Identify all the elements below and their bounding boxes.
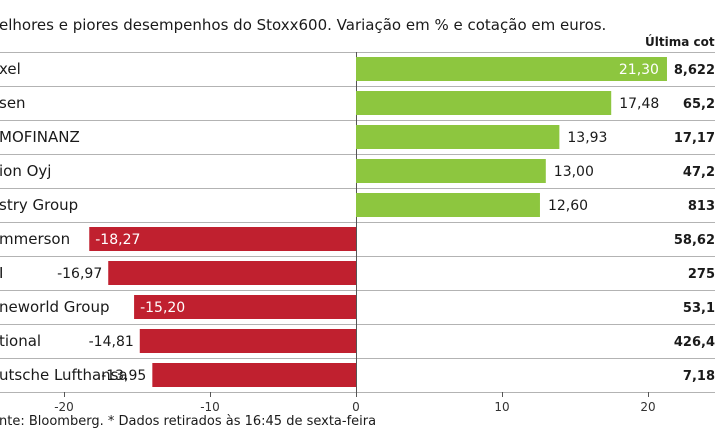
tick-label: 10 [494,400,509,414]
price-label: 8,622 [674,63,715,78]
value-label: -15,20 [140,300,185,316]
bar [356,91,612,115]
bar [108,261,356,285]
tick-label: 0 [352,400,360,414]
bar [89,227,357,251]
price-label: 17,17 [674,131,715,146]
category-label: utsche Lufthansa [0,366,128,384]
labels: xel 21,30 8,622 sen 17,48 65,2 MOFINANZ 13,93 17… [0,60,715,384]
source-note: nte: Bloomberg. * Dados retirados às 16:… [0,414,376,429]
chart-subtitle: elhores e piores desempenhos do Stoxx600… [0,16,606,34]
tick-label: 20 [640,400,655,414]
bar [356,125,560,149]
value-label: 12,60 [548,198,588,214]
category-label: ion Oyj [0,162,51,180]
category-label: mmerson [0,230,70,248]
tick-label: -20 [54,400,74,414]
category-label: neworld Group [0,298,109,316]
value-label: 13,93 [567,130,607,146]
category-label: xel [0,60,21,78]
value-label: 17,48 [619,96,659,112]
bars [89,57,667,387]
value-label: -14,81 [89,334,134,350]
price-column-header: Última cotação [645,34,715,49]
price-label: 47,2 [683,165,715,180]
price-label: 813 [688,199,715,214]
category-label: stry Group [0,196,78,214]
category-label: MOFINANZ [0,128,80,146]
category-label: tional [0,332,41,350]
value-label: -13,95 [101,368,146,384]
category-label: sen [0,94,26,112]
bar [356,159,546,183]
price-label: 65,2 [683,97,715,112]
value-label: -18,27 [95,232,140,248]
price-label: 58,62 [674,233,715,248]
bar [356,193,540,217]
bar [152,363,356,387]
value-label: -16,97 [57,266,102,282]
bar [356,57,667,81]
price-label: 7,18 [683,369,715,384]
value-label: 13,00 [554,164,594,180]
price-label: 426,4 [674,335,715,350]
bar [134,295,356,319]
value-label: 21,30 [619,62,659,78]
category-label: I [0,264,3,282]
x-axis-ticks: -20 -10 0 10 20 [54,392,656,414]
price-label: 275 [688,267,715,282]
bar [139,329,356,353]
tick-label: -10 [200,400,220,414]
price-label: 53,1 [683,301,715,316]
